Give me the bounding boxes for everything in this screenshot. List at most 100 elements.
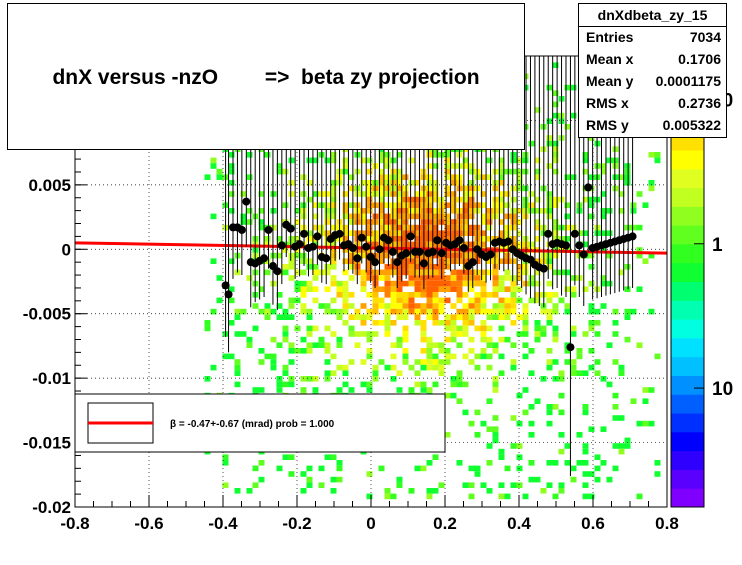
heat-cell	[528, 202, 535, 208]
heat-cell	[432, 353, 439, 360]
heat-cell	[414, 258, 421, 264]
heat-cell	[408, 364, 415, 371]
profile-point	[388, 247, 397, 256]
heat-cell	[360, 219, 367, 225]
heat-cell	[294, 236, 301, 242]
heat-cell	[492, 303, 499, 309]
heat-cell	[510, 286, 517, 292]
heat-cell	[390, 208, 397, 214]
heat-cell	[642, 202, 649, 208]
heat-cell	[396, 180, 403, 186]
heat-cell	[330, 196, 337, 203]
heat-cell	[390, 269, 397, 276]
heat-cell	[468, 224, 475, 231]
heat-cell	[462, 275, 469, 281]
palette-swatch	[671, 450, 704, 470]
heat-cell	[396, 247, 403, 253]
heat-cell	[564, 174, 571, 180]
heat-cell	[330, 152, 337, 158]
heat-cell	[366, 348, 373, 354]
heat-cell	[630, 308, 637, 315]
heat-cell	[306, 314, 313, 320]
heat-cell	[432, 454, 439, 460]
profile-point	[504, 237, 513, 246]
heat-cell	[516, 297, 523, 304]
heat-cell	[234, 359, 241, 365]
heat-cell	[228, 353, 235, 360]
heat-cell	[378, 152, 385, 158]
heat-cell	[522, 280, 529, 287]
heat-cell	[402, 353, 409, 360]
heat-cell	[378, 230, 385, 236]
heat-cell	[474, 280, 481, 287]
heat-cell	[414, 252, 421, 259]
profile-point	[437, 249, 446, 258]
heat-cell	[450, 258, 457, 264]
heat-cell	[576, 432, 583, 438]
heat-cell	[612, 308, 619, 315]
heat-cell	[426, 303, 433, 309]
heat-cell	[498, 297, 505, 304]
heat-cell	[348, 359, 355, 365]
heat-cell	[486, 488, 493, 494]
heat-cell	[384, 269, 391, 276]
heat-cell	[438, 370, 445, 376]
heat-cell	[408, 224, 415, 231]
heat-cell	[534, 219, 541, 225]
heat-cell	[240, 191, 247, 197]
heat-cell	[444, 325, 451, 332]
heat-cell	[498, 168, 505, 175]
heat-cell	[546, 84, 553, 91]
heat-cell	[468, 275, 475, 281]
heat-cell	[462, 308, 469, 315]
heat-cell	[426, 202, 433, 208]
heat-cell	[372, 376, 379, 382]
heat-cell	[396, 314, 403, 320]
heat-cell	[396, 174, 403, 180]
heat-cell	[384, 493, 391, 500]
heat-cell	[258, 286, 265, 292]
heat-cell	[480, 320, 487, 326]
heat-cell	[450, 353, 457, 360]
heat-cell	[534, 174, 541, 180]
heat-cell	[534, 258, 541, 264]
heat-cell	[468, 191, 475, 197]
heat-cell	[564, 460, 571, 466]
heat-cell	[564, 303, 571, 309]
heat-cell	[570, 325, 577, 332]
heat-cell	[630, 202, 637, 208]
heat-cell	[390, 286, 397, 292]
stats-label: RMS y	[586, 117, 629, 133]
heat-cell	[546, 208, 553, 214]
heat-cell	[396, 196, 403, 203]
profile-point	[468, 258, 477, 267]
heat-cell	[480, 230, 487, 236]
heat-cell	[516, 443, 523, 449]
heat-cell	[558, 392, 565, 399]
heat-cell	[282, 264, 289, 270]
heat-cell	[408, 308, 415, 315]
heat-cell	[552, 336, 559, 343]
heat-cell	[420, 359, 427, 365]
heat-cell	[408, 202, 415, 208]
heat-cell	[480, 297, 487, 304]
heat-cell	[540, 488, 547, 494]
heat-cell	[582, 168, 589, 175]
heat-cell	[276, 314, 283, 320]
heat-cell	[414, 180, 421, 186]
heat-cell	[204, 320, 211, 326]
palette-swatch	[671, 394, 704, 414]
heat-cell	[366, 381, 373, 388]
heat-cell	[486, 460, 493, 466]
heat-cell	[594, 308, 601, 315]
heat-cell	[576, 370, 583, 376]
heat-cell	[432, 264, 439, 270]
heat-cell	[366, 308, 373, 315]
heat-cell	[504, 493, 511, 500]
heat-cell	[588, 325, 595, 332]
heat-cell	[348, 213, 355, 220]
heat-cell	[300, 292, 307, 298]
heat-cell	[408, 275, 415, 281]
heat-cell	[438, 348, 445, 354]
heat-cell	[546, 196, 553, 203]
